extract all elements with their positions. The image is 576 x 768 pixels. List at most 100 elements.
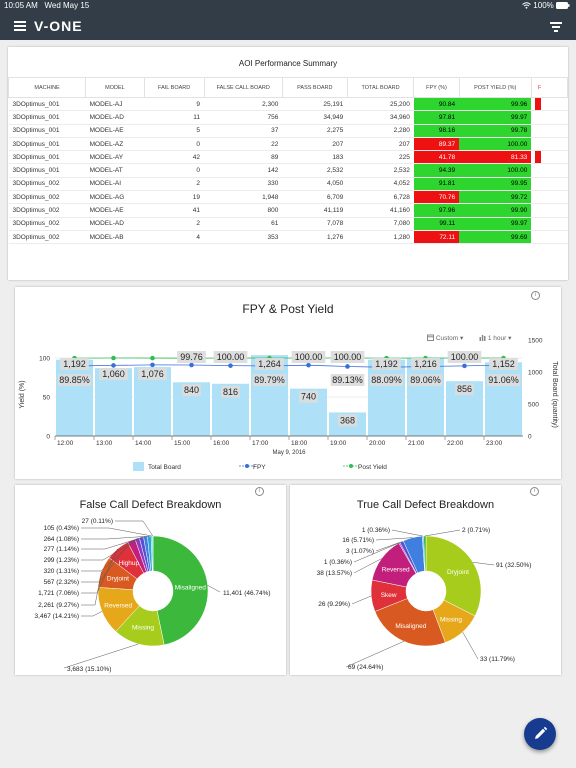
line-point[interactable] bbox=[111, 355, 116, 361]
interval-dropdown[interactable]: 1 hour ▾ bbox=[479, 334, 511, 342]
app-bar: V-ONE bbox=[0, 12, 576, 40]
legend-label[interactable]: Total Board bbox=[148, 464, 181, 471]
cell-f bbox=[531, 230, 568, 245]
slice-name-label: Misaligned bbox=[175, 585, 206, 592]
col-pass-board[interactable]: PASS BOARD bbox=[281, 77, 348, 98]
cell-false-call-board: 1,948 bbox=[204, 190, 283, 205]
line-point[interactable] bbox=[189, 362, 194, 368]
table-row[interactable]: 3DOptimus_002 MODEL-AI 2 330 4,050 4,052 91.81… bbox=[8, 177, 568, 192]
table-row[interactable]: 3DOptimus_001 MODEL-AD 11 756 34,949 34,960 97… bbox=[8, 110, 568, 125]
data-label-box bbox=[338, 414, 357, 427]
cell-f bbox=[531, 97, 568, 112]
data-label-box bbox=[408, 374, 443, 386]
table-row[interactable]: 3DOptimus_002 MODEL-AB 4 353 1,276 1,280 72.11… bbox=[8, 230, 568, 245]
cell-fpy: 97.96 bbox=[413, 203, 460, 218]
y2-tick-label: 0 bbox=[528, 434, 532, 441]
leader-line bbox=[462, 631, 479, 660]
bar-total-board[interactable] bbox=[407, 358, 444, 436]
line-point[interactable] bbox=[345, 364, 350, 369]
cell-pass-board: 7,078 bbox=[282, 217, 348, 231]
data-label: 1,192 bbox=[63, 359, 86, 369]
bar-total-board[interactable] bbox=[56, 359, 93, 436]
cell-model: MODEL-AT bbox=[85, 163, 145, 178]
aoi-summary-table: MACHINE MODEL FAIL BOARD FALSE CALL BOAR… bbox=[8, 77, 568, 245]
cell-fpy: 98.16 bbox=[413, 124, 460, 138]
cell-false-call-board: 330 bbox=[204, 177, 283, 192]
table-row[interactable]: 3DOptimus_001 MODEL-AJ 9 2,300 25,191 25,200 9… bbox=[8, 97, 568, 112]
info-icon[interactable]: i bbox=[255, 487, 264, 496]
info-icon[interactable]: i bbox=[530, 487, 539, 496]
line-point[interactable] bbox=[150, 355, 155, 361]
col-model[interactable]: MODEL bbox=[85, 77, 145, 98]
pie-slice[interactable] bbox=[152, 535, 209, 646]
table-row[interactable]: 3DOptimus_001 MODEL-AT 0 142 2,532 2,532 94.39… bbox=[8, 163, 568, 178]
filter-icon[interactable] bbox=[550, 21, 562, 32]
line-point[interactable] bbox=[306, 362, 311, 368]
slice-value-label: 320 (1.31%) bbox=[44, 568, 79, 575]
table-row[interactable]: 3DOptimus_001 MODEL-AZ 0 22 207 207 89.37 100.0… bbox=[8, 137, 568, 152]
table-row[interactable]: 3DOptimus_002 MODEL-AD 2 61 7,078 7,080 99.11 9… bbox=[8, 217, 568, 231]
leader-line bbox=[472, 562, 495, 566]
line-point[interactable] bbox=[150, 362, 155, 368]
x-tick-label: 15:00 bbox=[174, 440, 191, 447]
leader-line bbox=[115, 520, 154, 537]
false-call-card: i False Call Defect Breakdown Misaligned… bbox=[15, 485, 286, 675]
slice-value-label: 3,683 (15.10%) bbox=[67, 666, 111, 673]
bar-total-board[interactable] bbox=[485, 362, 522, 436]
table-row[interactable]: 3DOptimus_002 MODEL-AE 41 800 41,119 41,160 97… bbox=[8, 203, 568, 218]
col-fpy[interactable]: FPY (%) bbox=[413, 77, 460, 98]
cell-post-yield: 99.97 bbox=[459, 110, 532, 125]
cell-f bbox=[531, 177, 568, 192]
pie-slice[interactable] bbox=[374, 598, 446, 647]
bar-total-board[interactable] bbox=[368, 359, 405, 436]
data-label: 89.13% bbox=[332, 375, 363, 385]
table-row[interactable]: 3DOptimus_001 MODEL-AE 5 37 2,275 2,280 98.16 9… bbox=[8, 124, 568, 138]
slice-value-label: 3 (1.07%) bbox=[346, 548, 374, 555]
col-fail-board[interactable]: FAIL BOARD bbox=[143, 77, 205, 98]
cell-fail-board: 19 bbox=[144, 190, 205, 205]
edit-fab-button[interactable] bbox=[524, 718, 556, 750]
data-label-box bbox=[489, 358, 518, 370]
table-row[interactable]: 3DOptimus_001 MODEL-AY 42 89 183 225 41.78 81.3… bbox=[8, 150, 568, 165]
slice-value-label: 277 (1.14%) bbox=[44, 546, 79, 553]
legend-label[interactable]: FPY bbox=[253, 464, 266, 471]
slice-value-label: 299 (1.23%) bbox=[44, 557, 79, 564]
legend-label[interactable]: Post Yield bbox=[358, 464, 387, 471]
leader-line bbox=[81, 536, 146, 550]
data-label: 1,076 bbox=[141, 369, 164, 379]
cell-total-board: 41,160 bbox=[347, 203, 414, 218]
info-icon[interactable]: i bbox=[531, 291, 540, 300]
cell-f bbox=[531, 110, 568, 125]
col-post-yield[interactable]: POST YIELD (%) bbox=[458, 77, 532, 98]
pie-slice[interactable] bbox=[423, 535, 427, 572]
cell-fpy: 89.37 bbox=[413, 137, 460, 152]
leader-line bbox=[81, 537, 142, 561]
leader-line bbox=[81, 540, 132, 583]
true-call-pie: Dryjoint Missing Misaligned Skew Reversed 91 … bbox=[317, 527, 532, 671]
line-point[interactable] bbox=[462, 363, 467, 369]
slice-value-label: 26 (9.29%) bbox=[318, 601, 350, 608]
cell-fpy: 99.11 bbox=[413, 217, 460, 231]
line-point[interactable] bbox=[111, 363, 116, 368]
line-point[interactable] bbox=[228, 363, 233, 368]
col-machine[interactable]: MACHINE bbox=[8, 77, 87, 98]
cell-total-board: 25,200 bbox=[347, 97, 414, 112]
data-label: 89.79% bbox=[254, 375, 285, 385]
col-total-board[interactable]: TOTAL BOARD bbox=[346, 77, 415, 98]
cell-machine: 3DOptimus_001 bbox=[8, 110, 86, 125]
cell-fail-board: 9 bbox=[144, 97, 205, 112]
col-f[interactable]: F bbox=[530, 77, 568, 98]
cell-false-call-board: 22 bbox=[204, 137, 283, 152]
cell-fpy: 72.11 bbox=[413, 230, 460, 245]
pie-slice[interactable] bbox=[425, 535, 482, 617]
cell-fail-board: 0 bbox=[144, 163, 205, 178]
leader-line bbox=[353, 542, 400, 563]
table-row[interactable]: 3DOptimus_002 MODEL-AG 19 1,948 6,709 6,728 70… bbox=[8, 190, 568, 205]
chevron-down-icon: ▾ bbox=[508, 335, 512, 342]
hamburger-icon[interactable] bbox=[14, 21, 26, 31]
data-label: 1,192 bbox=[375, 359, 398, 369]
leader-line bbox=[63, 643, 139, 669]
cell-model: MODEL-AJ bbox=[85, 97, 145, 112]
col-false-call-board[interactable]: FALSE CALL BOARD bbox=[203, 77, 283, 98]
custom-dropdown[interactable]: Custom ▾ bbox=[427, 334, 463, 342]
